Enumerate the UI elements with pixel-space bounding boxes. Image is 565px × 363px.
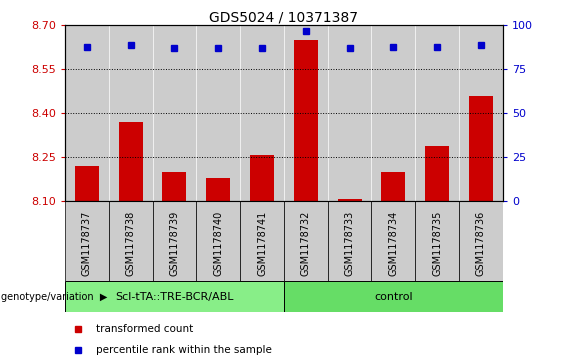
- Text: GSM1178738: GSM1178738: [125, 211, 136, 276]
- Bar: [197, 25, 240, 201]
- Text: GSM1178733: GSM1178733: [345, 211, 355, 276]
- Bar: [294, 40, 318, 201]
- Bar: [328, 25, 372, 201]
- Title: GDS5024 / 10371387: GDS5024 / 10371387: [210, 10, 358, 24]
- Text: GSM1178739: GSM1178739: [170, 211, 180, 276]
- Text: GSM1178732: GSM1178732: [301, 211, 311, 276]
- Bar: [65, 201, 109, 281]
- Bar: [328, 201, 372, 281]
- Bar: [415, 201, 459, 281]
- Text: GSM1178741: GSM1178741: [257, 211, 267, 276]
- Bar: [153, 201, 197, 281]
- Bar: [240, 201, 284, 281]
- Bar: [75, 166, 99, 201]
- Bar: [206, 178, 231, 201]
- Bar: [65, 25, 109, 201]
- Bar: [284, 201, 328, 281]
- Bar: [119, 122, 143, 201]
- Bar: [153, 25, 197, 201]
- Bar: [372, 25, 415, 201]
- Bar: [459, 201, 503, 281]
- Text: GSM1178736: GSM1178736: [476, 211, 486, 276]
- Bar: [425, 146, 449, 201]
- Bar: [240, 25, 284, 201]
- Bar: [65, 281, 284, 312]
- Bar: [372, 201, 415, 281]
- Bar: [469, 96, 493, 201]
- Text: Scl-tTA::TRE-BCR/ABL: Scl-tTA::TRE-BCR/ABL: [115, 292, 234, 302]
- Text: GSM1178735: GSM1178735: [432, 211, 442, 276]
- Text: GSM1178737: GSM1178737: [82, 211, 92, 276]
- Bar: [162, 172, 186, 201]
- Bar: [250, 155, 274, 201]
- Bar: [459, 25, 503, 201]
- Bar: [284, 281, 503, 312]
- Text: percentile rank within the sample: percentile rank within the sample: [95, 345, 272, 355]
- Bar: [337, 199, 362, 201]
- Bar: [108, 25, 153, 201]
- Bar: [381, 172, 406, 201]
- Bar: [197, 201, 240, 281]
- Bar: [284, 25, 328, 201]
- Text: genotype/variation  ▶: genotype/variation ▶: [1, 292, 107, 302]
- Text: GSM1178740: GSM1178740: [213, 211, 223, 276]
- Text: transformed count: transformed count: [95, 324, 193, 334]
- Text: control: control: [374, 292, 412, 302]
- Bar: [415, 25, 459, 201]
- Bar: [108, 201, 153, 281]
- Text: GSM1178734: GSM1178734: [388, 211, 398, 276]
